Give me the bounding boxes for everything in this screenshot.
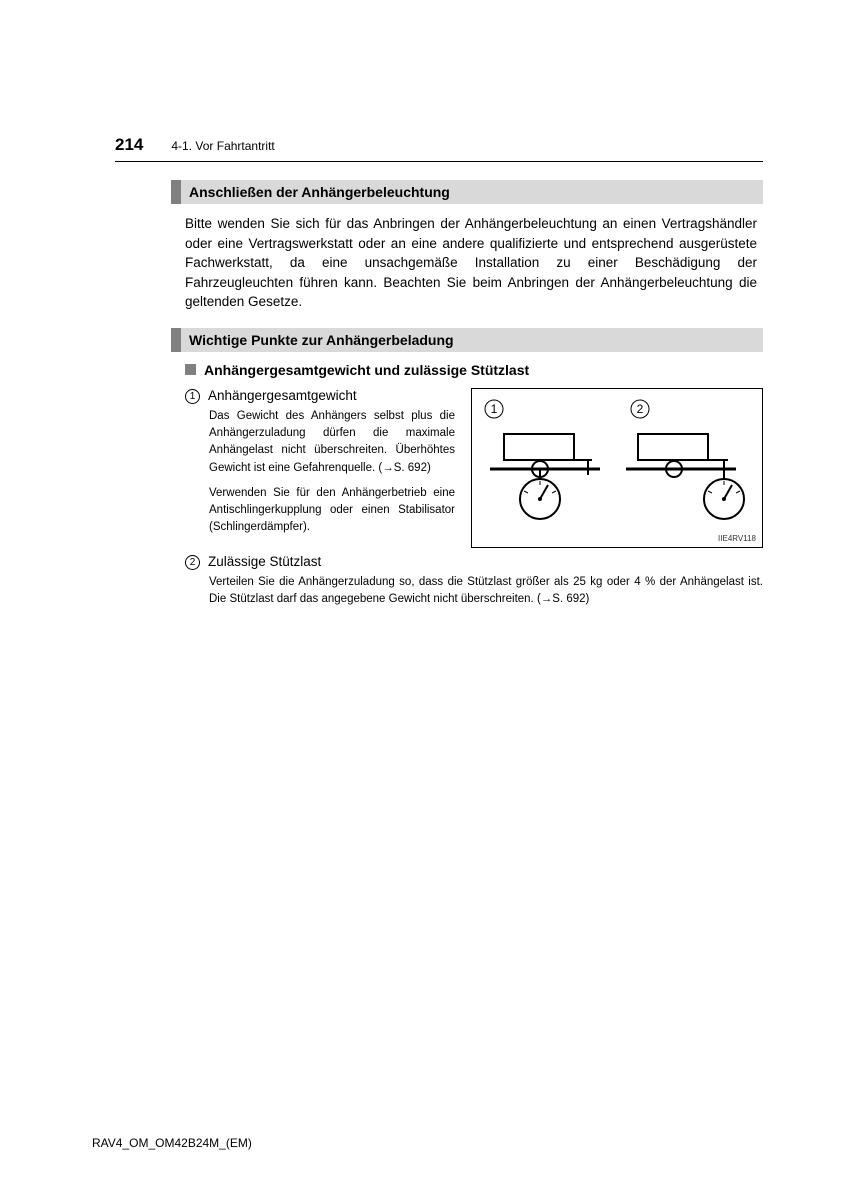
item-2-label: Zulässige Stützlast: [208, 554, 321, 569]
svg-text:2: 2: [637, 402, 644, 416]
document-footer: RAV4_OM_OM42B24M_(EM): [92, 1136, 252, 1150]
subsection-heading: Anhängergesamtgewicht und zulässige Stüt…: [185, 362, 763, 378]
header-divider: [115, 161, 763, 162]
item-2-header: 2 Zulässige Stützlast: [185, 554, 763, 570]
item-2-block: 2 Zulässige Stützlast Verteilen Sie die …: [185, 554, 763, 609]
circled-number-2: 2: [185, 555, 200, 570]
item-2-para-1: Verteilen Sie die Anhängerzuladung so, d…: [209, 574, 763, 609]
section-heading-1: Anschließen der Anhängerbeleuchtung: [171, 180, 763, 204]
item-1-para-2: Verwenden Sie für den Anhängerbetrieb ei…: [209, 485, 455, 537]
page-content: 214 4-1. Vor Fahrtantritt Anschließen de…: [0, 0, 848, 608]
right-column: 1 2: [471, 388, 763, 548]
section1-body: Bitte wenden Sie sich für das Anbringen …: [185, 214, 757, 312]
figure-code: IIE4RV118: [718, 534, 756, 543]
section-heading-2: Wichtige Punkte zur Anhängerbeladung: [171, 328, 763, 352]
subsection-title: Anhängergesamtgewicht und zulässige Stüt…: [204, 362, 529, 378]
trailer-diagram-svg: 1 2: [472, 389, 762, 547]
page-number: 214: [115, 135, 143, 155]
trailer-diagram-figure: 1 2: [471, 388, 763, 548]
svg-text:1: 1: [491, 402, 498, 416]
left-column: 1 Anhängergesamtgewicht Das Gewicht des …: [185, 388, 455, 545]
item-1-header: 1 Anhängergesamtgewicht: [185, 388, 455, 404]
item-1-para-1: Das Gewicht des Anhängers selbst plus di…: [209, 408, 455, 477]
square-bullet-icon: [185, 364, 196, 375]
two-column-layout: 1 Anhängergesamtgewicht Das Gewicht des …: [185, 388, 763, 548]
circled-number-1: 1: [185, 389, 200, 404]
page-header: 214 4-1. Vor Fahrtantritt: [115, 135, 763, 155]
item-1-label: Anhängergesamtgewicht: [208, 388, 357, 403]
chapter-reference: 4-1. Vor Fahrtantritt: [171, 139, 274, 153]
